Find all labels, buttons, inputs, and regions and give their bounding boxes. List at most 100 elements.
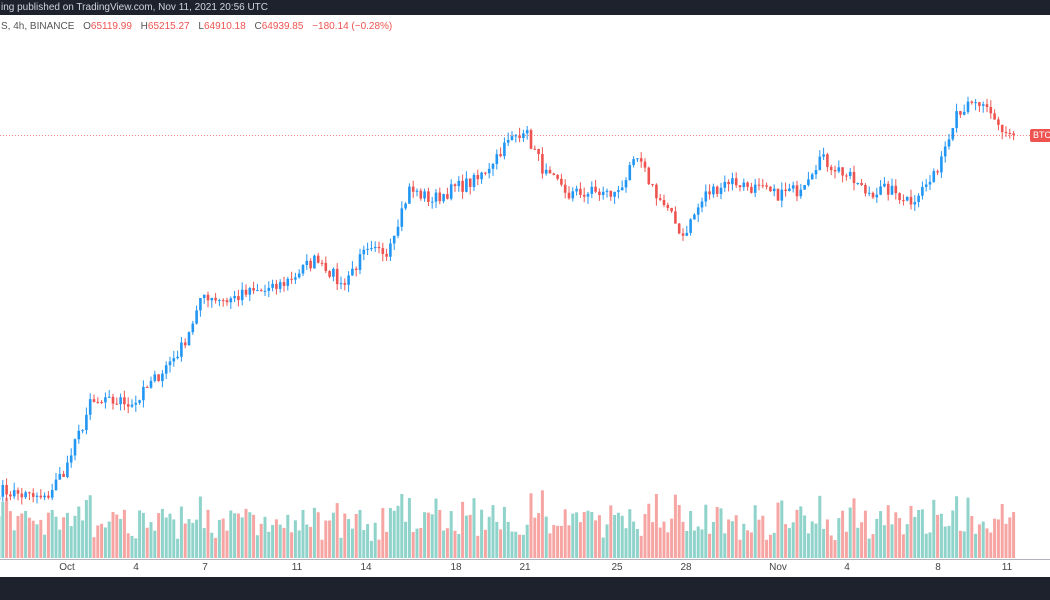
candle-body: [731, 178, 734, 185]
candle-body: [202, 294, 206, 298]
candle-body: [670, 207, 673, 212]
volume-bar: [24, 510, 28, 558]
volume-bar: [985, 528, 989, 558]
candle-body: [96, 401, 100, 403]
volume-bar: [183, 523, 187, 558]
volume-bar: [392, 510, 396, 558]
volume-bar: [343, 513, 347, 558]
candle-body: [362, 249, 366, 255]
volume-bar: [616, 512, 620, 558]
candle-body: [168, 361, 172, 366]
volume-bar: [806, 533, 810, 558]
volume-bar: [221, 518, 225, 558]
candle-body: [210, 297, 214, 301]
candle-body: [510, 136, 514, 140]
candle-body: [928, 181, 932, 185]
volume-bar: [639, 535, 643, 558]
volume-bar: [666, 532, 670, 558]
x-tick: 11: [291, 562, 303, 573]
volume-bar: [613, 515, 617, 558]
candle-body: [609, 190, 613, 197]
candle-body: [411, 186, 415, 192]
volume-bar: [195, 519, 199, 558]
volume-bar: [35, 524, 39, 558]
volume-bar: [939, 513, 943, 558]
time-axis[interactable]: Oct 4 7 11 14 18 21 25 28 Nov 4 8 11: [0, 559, 1050, 577]
candle-body: [487, 168, 491, 174]
candle-body: [1, 485, 5, 497]
volume-bar: [578, 522, 582, 558]
volume-bar: [586, 510, 590, 558]
volume-bar: [62, 517, 66, 558]
candle-body: [567, 192, 571, 199]
volume-bar: [567, 525, 571, 558]
open-value: 65119.99: [90, 21, 132, 32]
candle-body: [959, 111, 962, 115]
candle-body: [176, 356, 179, 359]
volume-bar: [1008, 517, 1012, 558]
candle-body: [529, 130, 533, 149]
x-tick: 8: [935, 562, 941, 573]
candle-body: [400, 208, 404, 227]
volume-bar: [138, 510, 142, 558]
volume-bar: [320, 539, 324, 558]
candle-body: [16, 490, 20, 494]
volume-bar: [825, 519, 829, 558]
candle-body: [761, 185, 765, 187]
candle-body: [921, 186, 924, 196]
candle-body: [837, 167, 841, 172]
candle-body: [1012, 133, 1015, 135]
candle-body: [434, 192, 438, 202]
candle-body: [221, 300, 225, 302]
volume-bar: [198, 496, 202, 558]
last-price-badge: BTC: [1030, 129, 1050, 142]
candle-body: [396, 226, 400, 236]
candle-body: [472, 174, 476, 187]
volume-bar: [92, 537, 96, 558]
volume-bar: [191, 522, 195, 558]
candle-body: [784, 189, 787, 192]
volume-bar: [632, 521, 636, 558]
candle-body: [43, 495, 46, 498]
volume-bar: [233, 513, 237, 558]
volume-bar: [286, 514, 290, 558]
candle-body: [172, 358, 176, 362]
volume-bar: [768, 534, 772, 558]
candle-body: [518, 135, 521, 139]
volume-bar: [491, 505, 495, 558]
volume-bar: [1, 501, 5, 558]
candle-body: [791, 185, 795, 189]
volume-bar: [88, 495, 92, 558]
candle-body: [704, 191, 708, 202]
x-tick: 28: [680, 562, 692, 573]
volume-bar: [77, 506, 81, 558]
volume-bar: [559, 525, 563, 558]
candle-body: [552, 173, 556, 175]
volume-bar: [727, 519, 731, 558]
volume-bar: [620, 515, 624, 558]
volume-bar: [886, 505, 890, 558]
candle-body: [909, 196, 913, 205]
candle-body: [81, 430, 84, 432]
volume-bar: [590, 511, 594, 558]
volume-bar: [521, 534, 525, 558]
volume-bar: [347, 519, 351, 558]
volume-bar: [685, 530, 689, 558]
volume-bar: [993, 518, 997, 558]
volume-bar: [305, 524, 309, 558]
candle-body: [677, 223, 681, 234]
candle-body: [700, 201, 704, 208]
candle-body: [940, 156, 943, 173]
candle-body: [370, 248, 373, 250]
low-value: 64910.18: [203, 21, 246, 32]
candle-body: [727, 181, 730, 185]
candle-body: [913, 202, 917, 205]
candle-body: [377, 246, 381, 249]
x-tick: 4: [844, 562, 850, 573]
candle-body: [225, 300, 229, 303]
volume-bar: [373, 522, 377, 558]
candle-body: [62, 473, 65, 477]
volume-bar: [58, 529, 62, 558]
candle-body: [47, 495, 50, 498]
